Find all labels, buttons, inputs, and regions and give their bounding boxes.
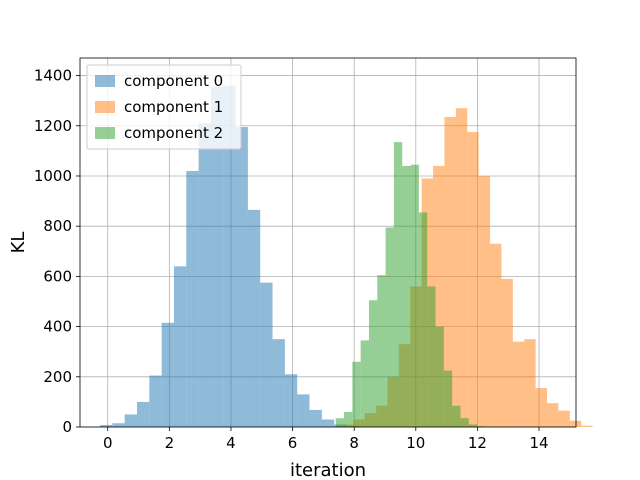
x-tick-label: 4 xyxy=(226,434,236,452)
histogram-bar xyxy=(186,170,199,428)
histogram-bar xyxy=(569,420,582,427)
y-tick-label: 1200 xyxy=(34,117,72,135)
y-tick-label: 0 xyxy=(62,418,72,436)
legend-swatch xyxy=(95,101,115,113)
series-2-bars xyxy=(335,142,486,428)
x-tick-label: 10 xyxy=(406,434,425,452)
histogram-bar xyxy=(558,410,570,427)
histogram-bar xyxy=(490,243,502,427)
histogram-bar xyxy=(297,394,310,427)
histogram-bar xyxy=(235,127,248,427)
legend-label: component 1 xyxy=(124,98,223,116)
histogram-bar xyxy=(402,165,411,427)
y-axis-title: KL xyxy=(8,232,29,254)
histogram-bar xyxy=(309,409,322,427)
histogram-bar xyxy=(112,423,125,427)
legend-label: component 0 xyxy=(124,72,223,90)
histogram-bar xyxy=(468,424,478,427)
x-tick-label: 8 xyxy=(349,434,359,452)
histogram-bar xyxy=(427,286,436,427)
histogram-bar xyxy=(149,375,162,427)
histogram-bar xyxy=(377,275,386,427)
histogram-bar xyxy=(433,165,445,427)
ticks: 0 2 4 6 8 10 12 14 0 200 400 600 800 1000 1200 1400 xyxy=(34,67,549,452)
y-tick-label: 400 xyxy=(43,318,72,336)
legend-swatch xyxy=(95,127,115,139)
y-tick-label: 200 xyxy=(43,368,72,386)
x-axis-title: iteration xyxy=(290,460,366,480)
histogram-bar xyxy=(360,340,369,427)
histogram-bar xyxy=(335,418,345,427)
histogram-bar xyxy=(173,266,187,427)
histogram-bar xyxy=(223,85,236,427)
histogram-bar xyxy=(512,341,525,427)
histogram-bar xyxy=(198,123,211,427)
plot-frame xyxy=(79,57,577,428)
histogram-bar xyxy=(547,403,559,427)
y-tick-label: 600 xyxy=(43,267,72,285)
y-tick-label: 1000 xyxy=(34,167,72,185)
y-tick-label: 1400 xyxy=(34,67,72,85)
histogram-bar xyxy=(524,339,536,427)
histogram-bar xyxy=(535,388,548,427)
histogram-bar xyxy=(321,419,335,427)
histogram-bar xyxy=(435,326,444,427)
legend-label: component 2 xyxy=(124,124,223,142)
histogram-bar xyxy=(385,227,394,427)
histogram-bar xyxy=(478,175,491,427)
histogram-bar xyxy=(136,401,150,427)
histogram-bar xyxy=(124,414,137,427)
histogram-bar xyxy=(368,300,378,427)
histogram-bar xyxy=(455,108,468,428)
histogram-bar xyxy=(272,339,285,427)
histogram-bar xyxy=(452,405,461,427)
histogram-bar xyxy=(443,370,453,427)
histogram-bar xyxy=(161,322,174,427)
x-tick-label: 0 xyxy=(103,434,113,452)
histogram-bar xyxy=(444,116,456,427)
histogram-bar xyxy=(393,142,403,427)
histogram-bar xyxy=(467,132,479,427)
histogram-bar xyxy=(284,374,298,427)
histogram-bar xyxy=(460,418,469,427)
histogram-bar xyxy=(501,278,513,427)
series-0-bars xyxy=(100,85,359,428)
x-tick-label: 14 xyxy=(529,434,548,452)
histogram-bar xyxy=(247,209,261,427)
histogram-bar xyxy=(410,164,419,428)
legend: component 0 component 1 component 2 xyxy=(86,64,242,150)
histogram-bar xyxy=(210,86,224,428)
histogram-bar xyxy=(581,425,593,427)
histogram-bar xyxy=(260,282,273,427)
bars xyxy=(100,85,593,428)
legend-box xyxy=(86,64,242,150)
histogram-bar xyxy=(344,411,353,427)
x-tick-label: 6 xyxy=(288,434,298,452)
x-tick-label: 12 xyxy=(468,434,487,452)
histogram-bar xyxy=(100,424,113,427)
histogram-bar xyxy=(418,212,428,427)
x-tick-label: 2 xyxy=(165,434,175,452)
y-tick-label: 800 xyxy=(43,217,72,235)
histogram-bar xyxy=(352,361,361,427)
legend-swatch xyxy=(95,75,115,87)
